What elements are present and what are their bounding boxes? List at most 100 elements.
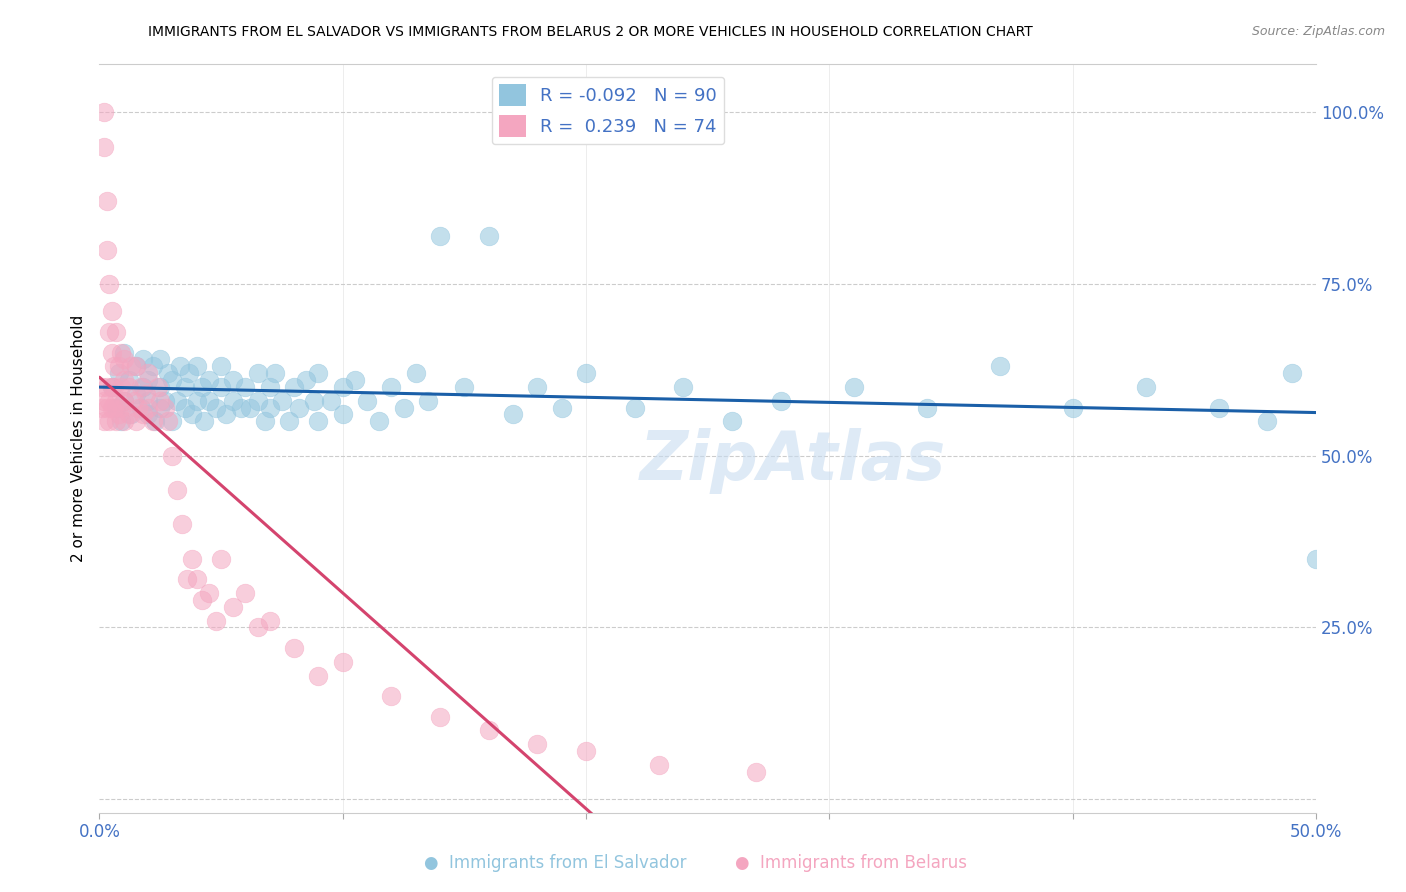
Point [648,757,671,772]
Point [100,304,122,318]
Point [186,393,208,408]
Point [283,640,305,655]
Point [246,393,269,408]
Point [307,414,329,428]
Point [745,764,768,779]
Point [356,393,378,408]
Point [100,345,122,359]
Point [153,393,176,408]
Point [259,401,281,415]
Point [198,373,221,387]
Point [125,414,148,428]
Point [278,414,301,428]
Point [368,414,391,428]
Point [110,401,132,415]
Point [149,393,172,408]
Point [93,105,115,120]
Point [380,380,402,394]
Point [915,401,938,415]
Point [108,408,131,422]
Point [319,393,342,408]
Point [142,414,165,428]
Point [132,380,155,394]
Point [117,380,139,394]
Point [105,325,128,339]
Point [235,586,257,600]
Point [186,359,208,374]
Point [623,401,645,415]
Point [502,408,524,422]
Y-axis label: 2 or more Vehicles in Household: 2 or more Vehicles in Household [72,315,86,562]
Text: ●  Immigrants from El Salvador: ● Immigrants from El Salvador [425,855,686,872]
Point [259,380,281,394]
Point [263,366,285,380]
Point [145,414,167,428]
Point [90,401,112,415]
Point [153,401,176,415]
Point [98,277,121,291]
Point [125,359,148,374]
Point [478,228,501,243]
Point [405,366,427,380]
Point [132,408,155,422]
Point [253,414,276,428]
Point [179,366,201,380]
Point [110,380,132,394]
Point [149,352,172,367]
Point [112,393,135,408]
Point [132,352,155,367]
Point [1208,401,1230,415]
Point [295,373,318,387]
Point [209,359,232,374]
Point [239,401,262,415]
Point [575,744,598,758]
Point [235,380,257,394]
Point [129,380,152,394]
Point [93,393,115,408]
Point [721,414,744,428]
Point [526,737,548,751]
Point [146,380,169,394]
Point [112,352,135,367]
Point [453,380,475,394]
Point [198,393,221,408]
Point [180,551,202,566]
Point [127,401,149,415]
Point [93,414,115,428]
Point [96,194,118,209]
Point [136,366,159,380]
Point [176,572,198,586]
Point [149,401,172,415]
Point [1062,401,1084,415]
Point [416,393,439,408]
Point [1256,414,1278,428]
Point [117,373,139,387]
Point [96,401,118,415]
Point [526,380,548,394]
Point [103,380,125,394]
Point [112,373,135,387]
Point [246,620,269,634]
Point [166,483,188,497]
Point [90,380,112,394]
Point [129,401,152,415]
Point [246,366,269,380]
Point [105,393,128,408]
Point [136,408,159,422]
Point [105,401,128,415]
Point [988,359,1011,374]
Point [108,366,131,380]
Point [205,401,228,415]
Text: Source: ZipAtlas.com: Source: ZipAtlas.com [1251,25,1385,38]
Point [162,414,184,428]
Point [429,709,451,723]
Legend: R = -0.092   N = 90, R =  0.239   N = 74: R = -0.092 N = 90, R = 0.239 N = 74 [492,77,724,145]
Point [105,414,128,428]
Point [429,228,451,243]
Point [117,408,139,422]
Point [769,393,792,408]
Point [112,393,135,408]
Point [332,380,354,394]
Text: IMMIGRANTS FROM EL SALVADOR VS IMMIGRANTS FROM BELARUS 2 OR MORE VEHICLES IN HOU: IMMIGRANTS FROM EL SALVADOR VS IMMIGRANT… [148,25,1033,39]
Point [156,414,179,428]
